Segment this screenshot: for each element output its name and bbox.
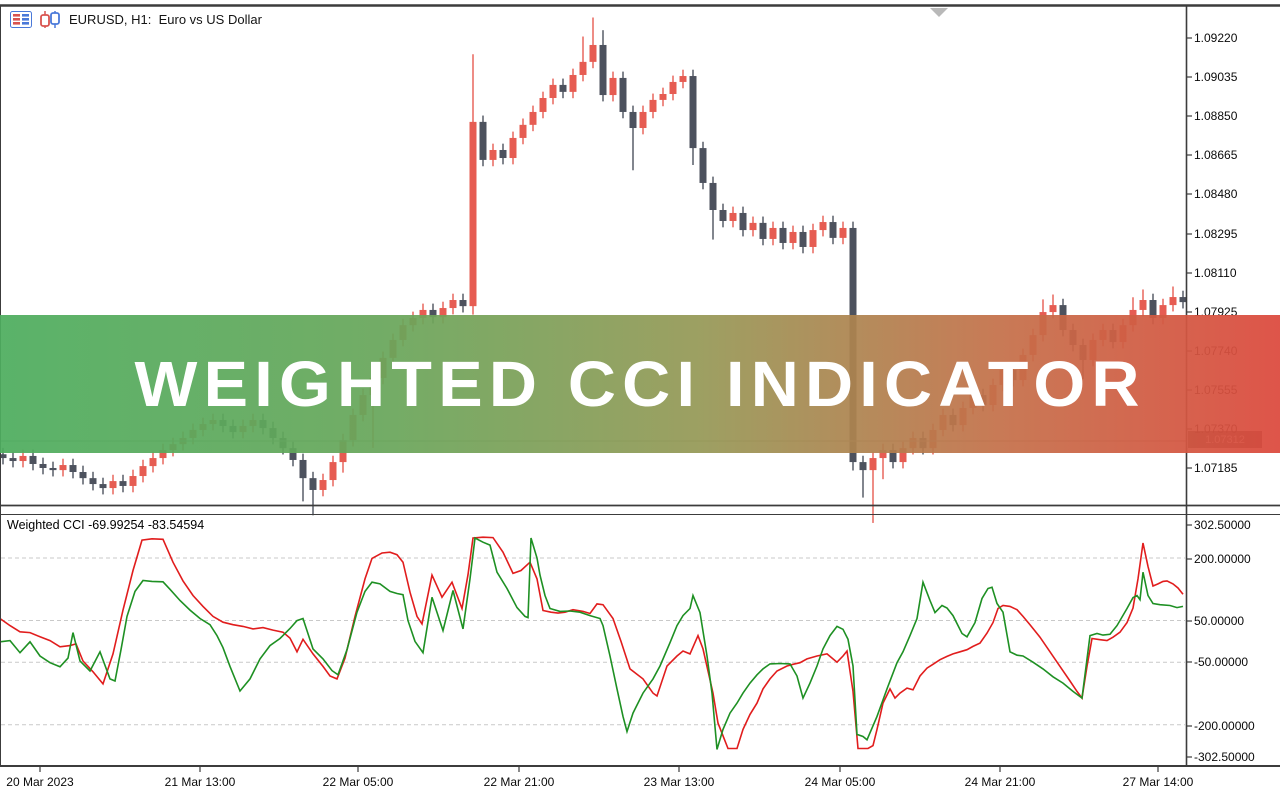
- promo-banner-text: WEIGHTED CCI INDICATOR: [134, 348, 1146, 420]
- cci-axis-label: 302.50000: [1194, 518, 1251, 532]
- depth-of-market-icon[interactable]: [39, 11, 62, 28]
- indicator-value-2: -83.54594: [147, 518, 205, 532]
- symbol-description: Euro vs US Dollar: [158, 12, 262, 27]
- cci-axis-label: -200.00000: [1194, 719, 1255, 733]
- chart-title: EURUSD, H1: Euro vs US Dollar: [69, 12, 262, 27]
- indicator-value-1: -69.99254: [88, 518, 145, 532]
- promo-banner: WEIGHTED CCI INDICATOR: [0, 315, 1280, 453]
- time-axis-label: 22 Mar 21:00: [483, 775, 555, 789]
- indicator-header: Weighted CCI -69.99254 -83.54594: [7, 518, 204, 532]
- weighted-cci-slow: [0, 536, 1184, 750]
- pane-borders: [0, 4, 1280, 767]
- price-axis-label: 1.07185: [1194, 461, 1238, 475]
- price-axis-label: 1.08665: [1194, 148, 1238, 162]
- cci-axis-label: -50.00000: [1194, 655, 1249, 669]
- cci-axis-label: -302.50000: [1194, 750, 1255, 764]
- symbol-timeframe: EURUSD, H1:: [69, 12, 152, 27]
- price-axis-label: 1.09220: [1194, 31, 1238, 45]
- cci-gridlines: [1, 557, 1185, 726]
- chart-shift-marker-icon[interactable]: [930, 8, 948, 17]
- time-axis-label: 22 Mar 05:00: [322, 775, 394, 789]
- price-axis-label: 1.08295: [1194, 227, 1238, 241]
- price-axis-label: 1.08850: [1194, 109, 1238, 123]
- price-axis-label: 1.08110: [1194, 266, 1237, 280]
- weighted-cci-fast: [0, 536, 1184, 750]
- indicator-name: Weighted CCI: [7, 518, 85, 532]
- cci-axis-label: 50.00000: [1194, 614, 1245, 628]
- time-axis-label: 23 Mar 13:00: [643, 775, 715, 789]
- time-axis-label: 21 Mar 13:00: [164, 775, 236, 789]
- time-axis-label: 27 Mar 14:00: [1122, 775, 1194, 789]
- time-axis-label: 24 Mar 21:00: [964, 775, 1036, 789]
- price-axis-label: 1.08480: [1194, 187, 1238, 201]
- axis-ticks: [39, 37, 1192, 772]
- price-axis-label: 1.09035: [1194, 70, 1238, 84]
- chart-title-bar: EURUSD, H1: Euro vs US Dollar: [10, 11, 262, 28]
- time-axis-label: 20 Mar 2023: [6, 775, 74, 789]
- one-click-trading-icon[interactable]: [10, 11, 32, 28]
- weighted-cci-lines: [0, 536, 1184, 750]
- time-axis-label: 24 Mar 05:00: [804, 775, 876, 789]
- cci-axis-label: 200.00000: [1194, 552, 1251, 566]
